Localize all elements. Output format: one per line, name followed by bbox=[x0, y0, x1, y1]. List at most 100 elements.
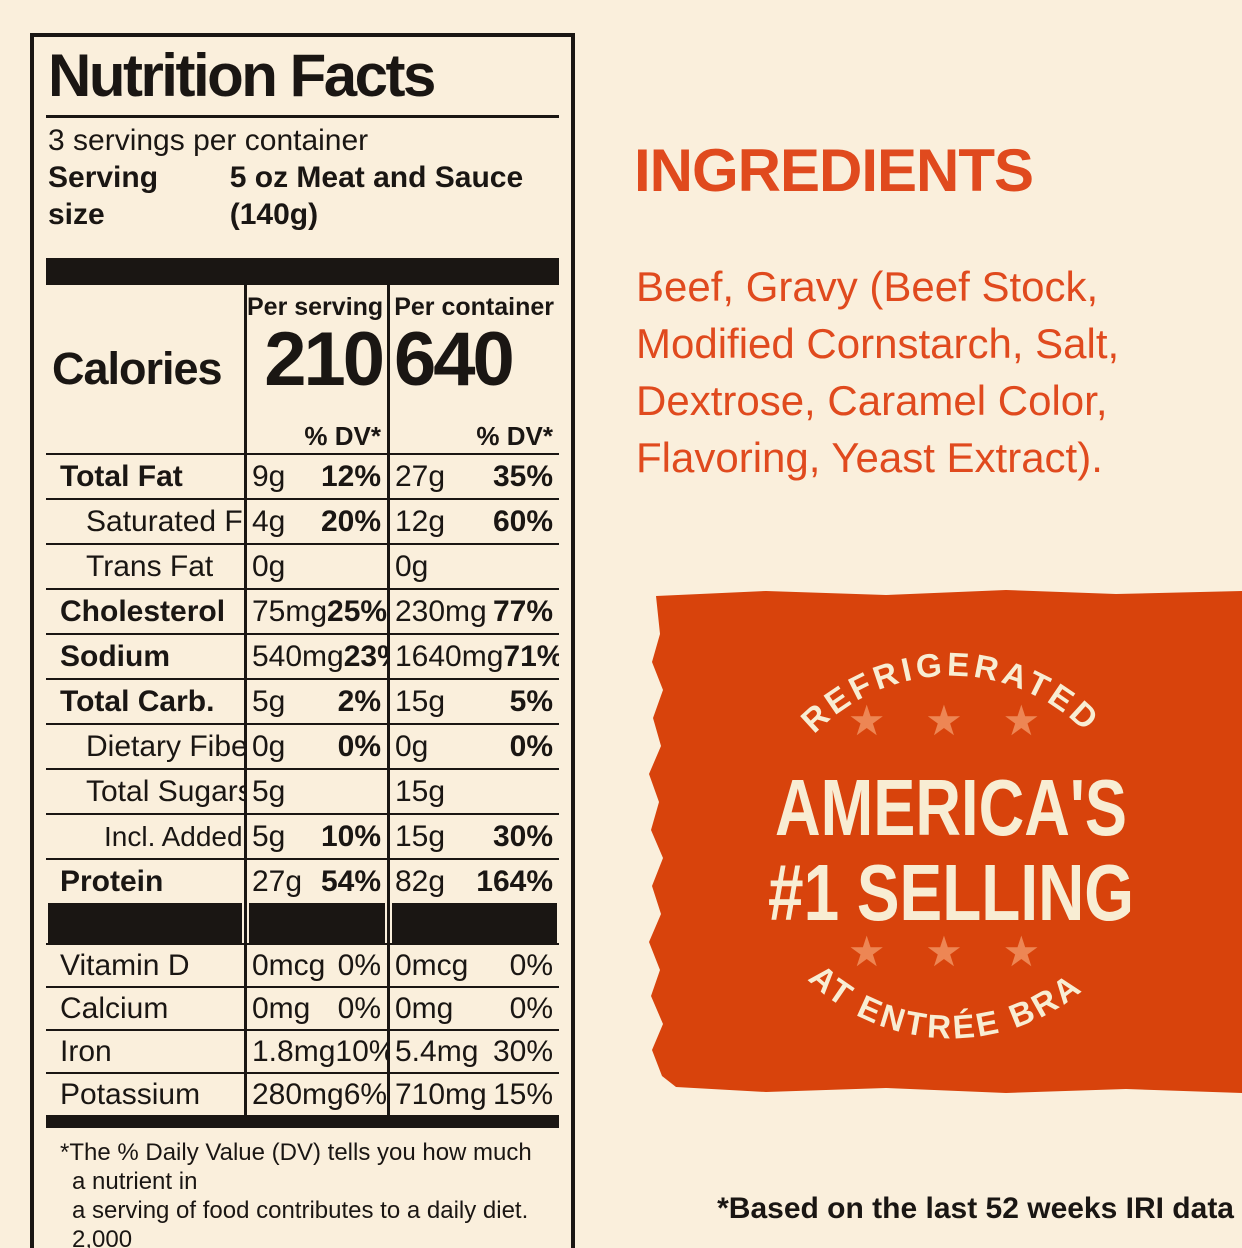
micronutrient-table: Vitamin D 0mcg 0% 0mcg 0% Calcium 0mg 0%… bbox=[46, 943, 559, 1115]
star-icons-top: ★ ★ ★ bbox=[848, 697, 1054, 744]
container-daily-value: 71% bbox=[503, 640, 559, 673]
nutrient-name: Total Sugars bbox=[86, 775, 244, 808]
container-daily-value: 30% bbox=[492, 1035, 553, 1068]
container-amount: 27g bbox=[395, 460, 446, 493]
container-amount: 0g bbox=[395, 550, 429, 583]
container-amount: 230mg bbox=[395, 595, 487, 628]
serving-daily-value: 25% bbox=[327, 595, 387, 628]
serving-amount: 75mg bbox=[252, 595, 328, 628]
americas-number-one-badge: REFRIGERATED ★ ★ ★ AMERICA'S #1 SELLING … bbox=[649, 590, 1242, 1093]
container-amount: 1640mg bbox=[395, 640, 504, 673]
serving-amount: 4g bbox=[252, 505, 286, 538]
nutrient-name: Cholesterol bbox=[60, 595, 226, 628]
ingredients-heading: INGREDIENTS bbox=[634, 137, 1034, 204]
nutrient-row: Protein 27g 54% 82g 164% bbox=[46, 858, 559, 903]
container-amount: 15g bbox=[395, 685, 446, 718]
iri-data-footnote: *Based on the last 52 weeks IRI data bbox=[717, 1192, 1234, 1225]
per-serving-cell: 1.8mg 10% bbox=[244, 1029, 387, 1072]
nutrient-row: Total Fat 9g 12% 27g 35% bbox=[46, 453, 559, 498]
per-serving-cell: 4g 20% bbox=[244, 498, 387, 543]
per-container-cell: 15g bbox=[387, 768, 559, 813]
serving-daily-value: 0% bbox=[337, 949, 381, 982]
per-serving-cell: 0g 0% bbox=[244, 723, 387, 768]
nutrient-name: Incl. Added Sugars bbox=[104, 821, 244, 852]
daily-value-footnote: *The % Daily Value (DV) tells you how mu… bbox=[60, 1139, 532, 1248]
per-container-cell: 710mg 15% bbox=[387, 1072, 559, 1115]
container-daily-value: 35% bbox=[492, 460, 553, 493]
serving-daily-value: 2% bbox=[337, 685, 381, 718]
serving-amount: 5g bbox=[252, 775, 286, 808]
per-container-header: Per container bbox=[387, 285, 559, 323]
container-daily-value: 164% bbox=[476, 865, 553, 898]
nutrient-name: Vitamin D bbox=[60, 949, 190, 982]
serving-amount: 540mg bbox=[252, 640, 344, 673]
serving-size-value: 5 oz Meat and Sauce (140g) bbox=[229, 161, 524, 231]
container-amount: 0g bbox=[395, 730, 429, 763]
container-amount: 710mg bbox=[395, 1078, 487, 1111]
container-daily-value: 77% bbox=[492, 595, 553, 628]
per-container-cell: 0g 0% bbox=[387, 723, 559, 768]
per-serving-cell: 0g bbox=[244, 543, 387, 588]
per-serving-cell: 9g 12% bbox=[244, 453, 387, 498]
macronutrient-table: Total Fat 9g 12% 27g 35% Saturated Fat 4… bbox=[46, 453, 559, 903]
container-daily-value: 5% bbox=[509, 685, 553, 718]
nutrition-facts-label: Nutrition Facts 3 servings per container… bbox=[30, 33, 575, 1248]
serving-daily-value: 0% bbox=[337, 730, 381, 763]
calories-per-container: 640 bbox=[387, 322, 559, 398]
serving-daily-value: 10% bbox=[320, 820, 381, 853]
container-amount: 15g bbox=[395, 820, 446, 853]
badge-emblem: REFRIGERATED ★ ★ ★ AMERICA'S #1 SELLING … bbox=[649, 590, 1134, 1046]
nutrient-name: Total Carb. bbox=[60, 685, 215, 718]
serving-size-label: Serving size bbox=[48, 161, 159, 231]
serving-amount: 0g bbox=[252, 730, 286, 763]
per-container-cell: 5.4mg 30% bbox=[387, 1029, 559, 1072]
per-serving-cell: 5g 2% bbox=[244, 678, 387, 723]
per-serving-cell: 5g 10% bbox=[244, 813, 387, 858]
per-serving-cell: 5g bbox=[244, 768, 387, 813]
label-bottom-bar bbox=[46, 1115, 559, 1128]
serving-amount: 5g bbox=[252, 820, 286, 853]
serving-daily-value: 54% bbox=[320, 865, 381, 898]
nutrient-name: Sodium bbox=[60, 640, 170, 673]
per-serving-cell: 0mg 0% bbox=[244, 986, 387, 1029]
serving-amount: 1.8mg bbox=[252, 1035, 336, 1068]
nutrient-row: Cholesterol 75mg 25% 230mg 77% bbox=[46, 588, 559, 633]
nutrient-name: Total Fat bbox=[60, 460, 183, 493]
per-serving-cell: 280mg 6% bbox=[244, 1072, 387, 1115]
per-serving-cell: 75mg 25% bbox=[244, 588, 387, 633]
per-serving-cell: 27g 54% bbox=[244, 858, 387, 903]
container-amount: 0mg bbox=[395, 992, 454, 1025]
nutrient-name: Potassium bbox=[60, 1078, 201, 1111]
serving-amount: 9g bbox=[252, 460, 286, 493]
per-container-cell: 230mg 77% bbox=[387, 588, 559, 633]
serving-daily-value: 23% bbox=[343, 640, 387, 673]
nutrition-facts-title: Nutrition Facts bbox=[46, 45, 559, 118]
serving-size-row: Serving size 5 oz Meat and Sauce (140g) bbox=[46, 159, 559, 233]
per-serving-cell: 0mcg 0% bbox=[244, 943, 387, 986]
ingredients-text: Beef, Gravy (Beef Stock, Modified Cornst… bbox=[636, 263, 1120, 481]
label-divider-bar bbox=[46, 258, 559, 285]
per-serving-cell: 540mg 23% bbox=[244, 633, 387, 678]
serving-daily-value: 6% bbox=[343, 1078, 387, 1111]
per-serving-header: Per serving bbox=[244, 285, 387, 323]
serving-daily-value: 10% bbox=[335, 1035, 387, 1068]
badge-line2: #1 SELLING bbox=[768, 848, 1134, 937]
nutrient-row: Total Sugars 5g 15g bbox=[46, 768, 559, 813]
dv-header-serving: % DV* bbox=[244, 415, 387, 453]
container-amount: 82g bbox=[395, 865, 446, 898]
nutrient-name: Dietary Fiber bbox=[86, 730, 244, 763]
per-container-cell: 0g bbox=[387, 543, 559, 588]
container-daily-value: 0% bbox=[509, 949, 553, 982]
container-daily-value: 60% bbox=[492, 505, 553, 538]
nutrient-row: Total Carb. 5g 2% 15g 5% bbox=[46, 678, 559, 723]
badge-line1: AMERICA'S bbox=[775, 763, 1127, 852]
serving-daily-value: 12% bbox=[320, 460, 381, 493]
container-daily-value: 0% bbox=[509, 992, 553, 1025]
calories-section: Per serving Per container Calories 210 6… bbox=[46, 285, 559, 453]
container-daily-value: 15% bbox=[492, 1078, 553, 1111]
nutrient-name: Calcium bbox=[60, 992, 169, 1025]
container-amount: 12g bbox=[395, 505, 446, 538]
serving-daily-value: 20% bbox=[320, 505, 381, 538]
serving-amount: 27g bbox=[252, 865, 303, 898]
container-amount: 0mcg bbox=[395, 949, 469, 982]
